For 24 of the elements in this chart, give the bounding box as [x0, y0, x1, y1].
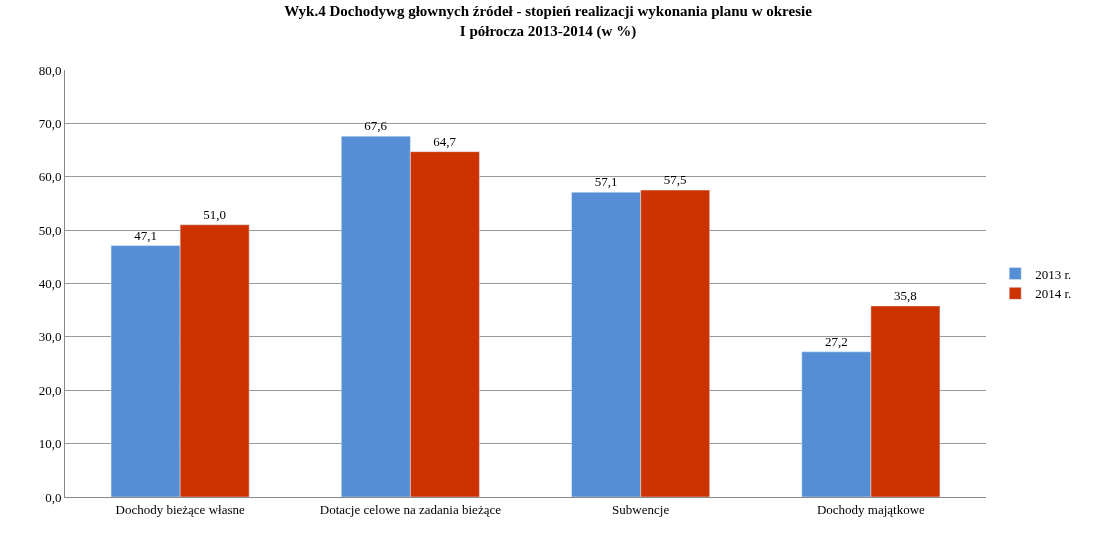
y-tick-label: 0,0: [45, 489, 62, 505]
data-label: 47,1: [134, 227, 157, 243]
legend-label: 2014 r.: [1035, 286, 1072, 302]
y-tick-label: 60,0: [38, 169, 62, 185]
x-tick-label: Dochody majątkowe: [816, 501, 926, 517]
y-tick-label: 50,0: [38, 222, 62, 238]
data-label: 35,8: [894, 287, 917, 303]
legend-label: 2013 r.: [1035, 266, 1072, 282]
x-tick-label: Dochody bieżące własne: [115, 501, 245, 517]
data-label: 67,6: [364, 118, 388, 134]
data-label: 57,1: [594, 174, 618, 190]
y-tick-label: 40,0: [38, 276, 62, 292]
data-label: 27,2: [824, 333, 848, 349]
chart-title: Wyk.4 Dochodywg głownych źródeł - stopień realizacji wykonania planu w okresie I półrocza 2013-2014 (w %): [284, 3, 813, 40]
y-tick-label: 70,0: [38, 115, 62, 131]
data-label: 51,0: [203, 206, 227, 222]
y-tick-label: 80,0: [38, 62, 62, 78]
x-tick-label: Dotacje celowe na zadania bieżące: [319, 501, 502, 517]
data-label: 64,7: [433, 133, 457, 149]
y-tick-label: 10,0: [38, 436, 62, 452]
data-label: 57,5: [663, 172, 687, 188]
x-tick-label: Subwencje: [612, 501, 670, 517]
y-tick-label: 30,0: [38, 329, 62, 345]
y-tick-label: 20,0: [38, 382, 62, 398]
